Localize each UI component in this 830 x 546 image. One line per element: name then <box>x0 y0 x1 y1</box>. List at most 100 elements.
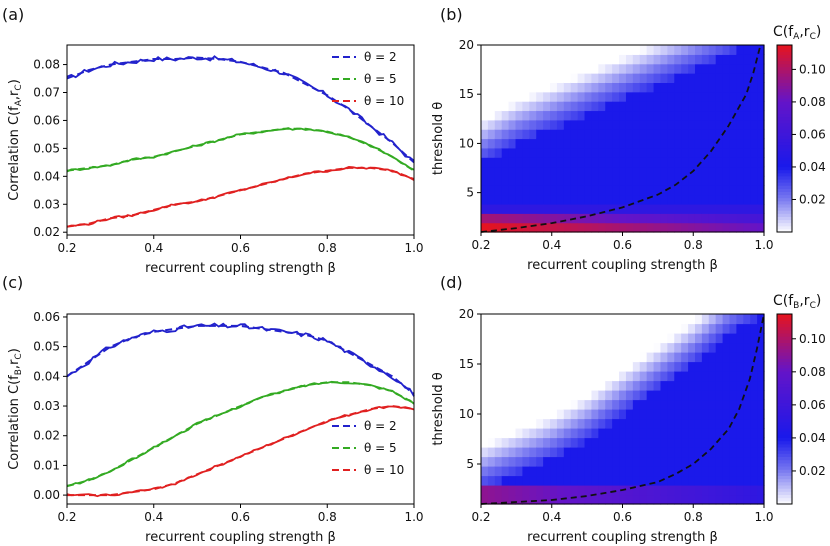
y-tick-label: 10 <box>459 136 474 150</box>
heatmap-cell <box>736 475 744 486</box>
heatmap-cell <box>701 82 710 93</box>
heatmap-cell <box>701 91 710 102</box>
heatmap-cell <box>681 390 689 401</box>
heatmap-cell <box>481 485 489 496</box>
colorbar-segment <box>777 342 792 347</box>
heatmap-cell <box>722 82 731 93</box>
heatmap-cell <box>536 371 544 382</box>
heatmap-cell <box>625 409 634 420</box>
colorbar-segment <box>777 488 792 492</box>
heatmap-cell <box>563 361 572 372</box>
heatmap-cell <box>639 361 648 372</box>
x-tick-label: 0.4 <box>144 241 163 255</box>
heatmap-cell <box>750 157 758 168</box>
colorbar-segment <box>777 163 792 168</box>
heatmap-cell <box>501 437 510 448</box>
heatmap-cell <box>563 456 572 467</box>
legend-label: θ = 5 <box>364 72 397 86</box>
heatmap-cell <box>598 185 606 196</box>
x-tick-label: 1.0 <box>754 238 773 252</box>
heatmap-cell <box>674 475 682 486</box>
heatmap-cell <box>694 175 703 186</box>
heatmap-cell <box>639 119 648 130</box>
heatmap-cell <box>619 428 627 439</box>
heatmap-cell <box>639 428 648 439</box>
heatmap-cell <box>591 63 599 74</box>
colorbar-segment <box>777 113 792 118</box>
series-line-1 <box>66 127 415 173</box>
heatmap-cell <box>591 485 599 496</box>
heatmap-cell <box>750 54 758 65</box>
heatmap-cell <box>605 380 613 391</box>
heatmap-cell <box>660 157 668 168</box>
y-tick-label: 0.05 <box>33 340 60 354</box>
heatmap-cell <box>605 147 613 158</box>
heatmap-cell <box>508 45 517 55</box>
y-tick-label: 15 <box>459 357 474 371</box>
heatmap-cell <box>715 45 724 55</box>
colorbar-segment <box>777 453 792 457</box>
heatmap-cell <box>612 110 620 121</box>
heatmap-cell <box>625 185 634 196</box>
heatmap-cell <box>708 63 717 74</box>
heatmap-cell <box>736 119 744 130</box>
y-label-main: Correlation C(f <box>7 375 22 470</box>
heatmap-cell <box>715 437 724 448</box>
y-axis-label: Correlation C(fA,rC) <box>7 79 24 201</box>
heatmap-cell <box>736 494 744 505</box>
heatmap-cell <box>543 185 551 196</box>
heatmap-cell <box>701 119 710 130</box>
heatmap-cell <box>570 352 579 363</box>
heatmap-cell <box>722 73 731 83</box>
heatmap-cell <box>757 54 765 65</box>
heatmap-cell <box>694 119 703 130</box>
heatmap-cell <box>536 203 544 214</box>
heatmap-cell <box>708 73 717 83</box>
heatmap-cell <box>605 101 613 112</box>
heatmap-cell <box>701 390 710 401</box>
heatmap-cell <box>688 175 696 186</box>
heatmap-cell <box>481 63 489 74</box>
heatmap-cell <box>481 45 489 55</box>
heatmap-cell <box>522 437 530 448</box>
heatmap-cell <box>729 399 737 410</box>
heatmap-cell <box>667 494 675 505</box>
heatmap-cell <box>563 175 572 186</box>
heatmap-cell <box>570 390 579 401</box>
heatmap-cell <box>577 147 586 158</box>
colorbar-segment <box>777 364 792 369</box>
heatmap-cell <box>522 175 530 186</box>
heatmap-cell <box>584 101 593 112</box>
heatmap-cell <box>563 91 572 102</box>
colorbar-tick-label: 0.10 <box>799 332 826 346</box>
heatmap-cell <box>563 494 572 505</box>
heatmap-cell <box>584 447 593 458</box>
heatmap-cell <box>550 73 558 83</box>
heatmap-cell <box>577 333 586 344</box>
heatmap-cell <box>688 110 696 121</box>
heatmap-cell <box>701 399 710 410</box>
heatmap-cell <box>543 361 551 372</box>
heatmap-cell <box>515 166 524 177</box>
heatmap-cell <box>563 475 572 486</box>
heatmap-cell <box>543 222 551 233</box>
heatmap-cell <box>750 185 758 196</box>
heatmap-cell <box>481 54 489 65</box>
heatmap-cell <box>577 110 586 121</box>
heatmap-cell <box>715 147 724 158</box>
heatmap-cell <box>639 54 648 65</box>
heatmap-cell <box>584 194 593 205</box>
heatmap-cell <box>515 45 524 55</box>
heatmap-cell <box>632 352 641 363</box>
heatmap-cell <box>481 147 489 158</box>
y-tick-label: 10 <box>459 407 474 421</box>
heatmap-cell <box>619 213 627 224</box>
series-dashed-2 <box>66 166 415 228</box>
heatmap-cell <box>556 428 565 439</box>
heatmap-cell <box>508 390 517 401</box>
heatmap-cell <box>619 73 627 83</box>
heatmap-cell <box>639 399 648 410</box>
heatmap-cell <box>612 129 620 140</box>
heatmap-cell <box>522 110 530 121</box>
